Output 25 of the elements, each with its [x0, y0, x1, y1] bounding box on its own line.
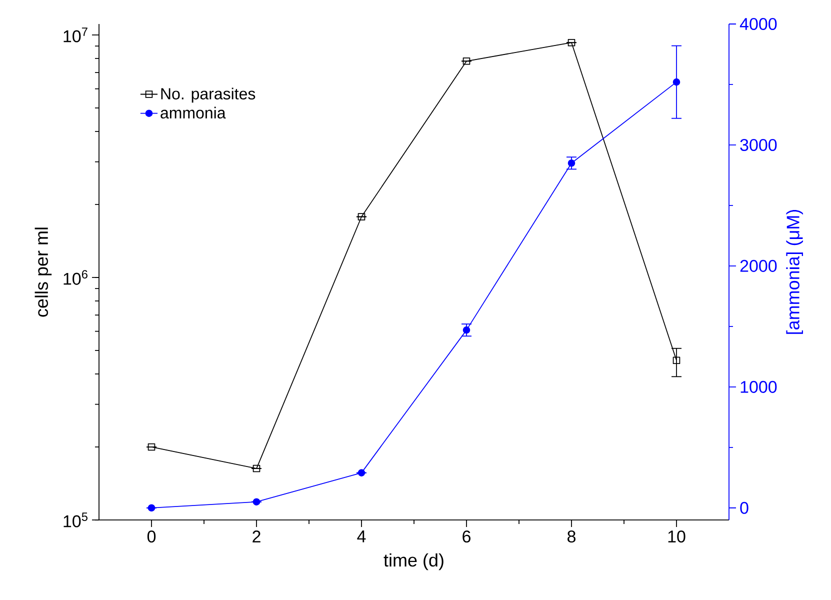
y-tick-label: 10$^{7}$ [64, 28, 88, 42]
y2-tick-label: 1000 [740, 380, 777, 393]
y-tick-label: 10$^{6}$ [64, 270, 88, 285]
x-tick-label: 2 [252, 530, 260, 542]
x-tick-label: 0 [147, 530, 156, 543]
y2-tick-label: 4000 [740, 18, 777, 30]
x-tick-label: 8 [568, 530, 576, 543]
y2-axis-title: [ammonia] (μM) [786, 210, 803, 334]
point [252, 464, 260, 472]
y2-tick-label: 3000 [740, 138, 777, 151]
point [148, 443, 156, 451]
y2-tick-label: 0 [740, 502, 748, 514]
point [358, 213, 366, 220]
y-tick-label: 10$^{5}$ [64, 512, 88, 528]
x-tick-label: 6 [462, 530, 470, 543]
x-axis-title: time (d) [384, 553, 444, 570]
x-tick-label: 10 [668, 530, 686, 543]
y2-tick-label: 2000 [740, 260, 777, 272]
point [568, 38, 576, 46]
legend-label: ammonia [160, 106, 226, 119]
point [672, 356, 680, 364]
point [462, 57, 470, 65]
x-tick-label: 4 [357, 530, 366, 542]
y-axis-title: cells per ml [34, 228, 52, 317]
legend-label: No. parasites [161, 88, 256, 103]
